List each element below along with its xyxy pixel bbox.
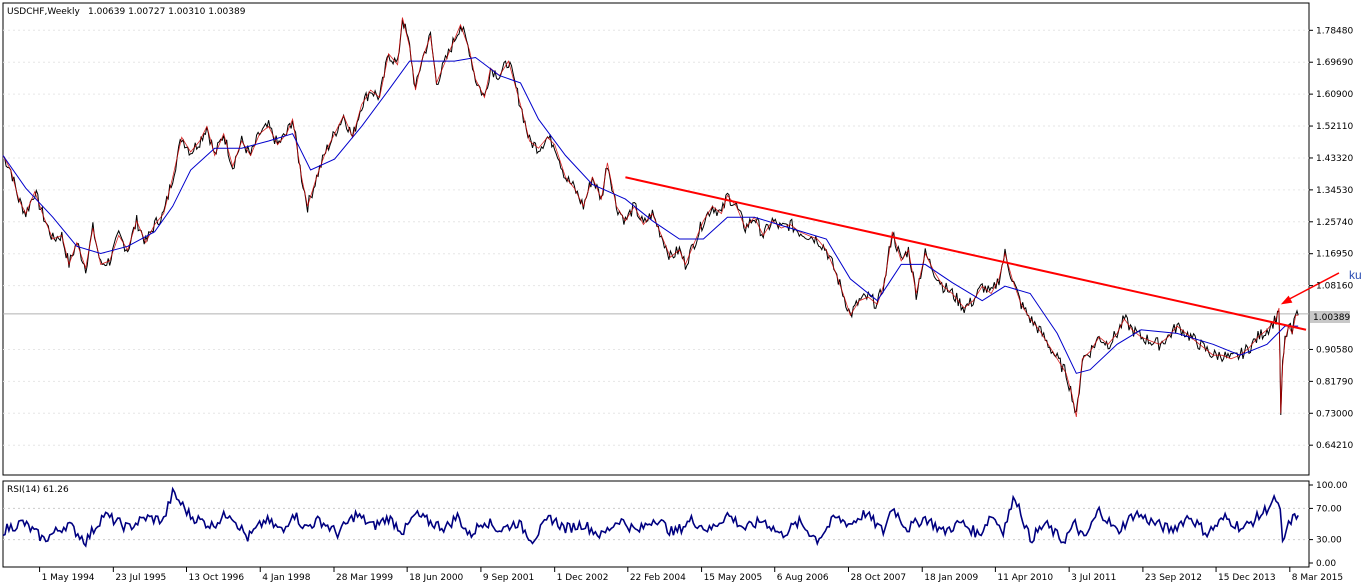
price-tick-label: 0.73000 <box>1316 409 1353 419</box>
x-tick-label: 1 May 1994 <box>42 573 95 583</box>
x-tick-label: 23 Sep 2012 <box>1145 573 1202 583</box>
price-y-axis: 1.78480 1.69690 1.60900 1.52110 1.43320 1.345… <box>1309 26 1353 451</box>
price-tick-label: 1.25740 <box>1316 218 1353 228</box>
x-tick-label: 15 Dec 2013 <box>1218 573 1276 583</box>
annotation-arrow <box>1286 272 1340 302</box>
x-axis: 1 May 1994 23 Jul 1995 13 Oct 1996 4 Jan 19… <box>39 567 1343 583</box>
current-price-tag <box>1310 311 1350 323</box>
price-tick-label: 1.34530 <box>1316 186 1353 196</box>
rsi-tick-label: 0.00 <box>1316 559 1336 569</box>
price-tick-label: 1.52110 <box>1316 122 1353 132</box>
x-tick-label: 8 Mar 2015 <box>1292 573 1343 583</box>
rsi-tick-label: 30.00 <box>1316 536 1342 546</box>
price-tick-label: 0.64210 <box>1316 441 1353 451</box>
red-trendline[interactable] <box>625 176 1307 331</box>
annotation-text: kurz vor der Aufwertung <box>1349 268 1362 282</box>
rsi-tick-label: 70.00 <box>1316 504 1342 514</box>
current-price-tag-label: 1.00389 <box>1313 313 1350 323</box>
x-tick-label: 3 Jul 2011 <box>1071 573 1116 583</box>
x-tick-label: 28 Oct 2007 <box>850 573 906 583</box>
x-tick-label: 22 Feb 2004 <box>630 573 686 583</box>
rsi-tick-label: 100.00 <box>1316 481 1348 491</box>
x-tick-label: 18 Jun 2000 <box>409 573 463 583</box>
x-tick-label: 11 Apr 2010 <box>997 573 1053 583</box>
x-tick-label: 9 Sep 2001 <box>483 573 534 583</box>
price-tick-label: 1.60900 <box>1316 90 1353 100</box>
x-tick-label: 15 May 2005 <box>704 573 763 583</box>
price-tick-label: 0.90580 <box>1316 345 1353 355</box>
price-series-highlight <box>2 17 1299 417</box>
moving-average-series <box>2 56 1299 374</box>
price-tick-label: 1.16950 <box>1316 250 1353 260</box>
price-tick-label: 1.43320 <box>1316 154 1353 164</box>
symbol-label: USDCHF,Weekly <box>7 7 80 17</box>
x-tick-label: 13 Oct 1996 <box>188 573 244 583</box>
x-tick-label: 6 Aug 2006 <box>777 573 829 583</box>
rsi-series <box>2 486 1299 548</box>
ohlc-label: 1.00639 1.00727 1.00310 1.00389 <box>88 7 246 17</box>
price-tick-label: 0.81790 <box>1316 377 1353 387</box>
x-tick-label: 4 Jan 1998 <box>262 573 310 583</box>
x-tick-label: 1 Dec 2002 <box>557 573 609 583</box>
rsi-y-axis: 100.00 70.00 30.00 0.00 <box>1309 481 1348 569</box>
x-tick-label: 18 Jan 2009 <box>924 573 978 583</box>
annotation-arrow-head <box>1280 295 1293 305</box>
x-tick-label: 23 Jul 1995 <box>115 573 166 583</box>
price-pane <box>2 2 1310 476</box>
price-tick-label: 1.08160 <box>1316 282 1353 292</box>
price-tick-label: 1.69690 <box>1316 58 1353 68</box>
rsi-label: RSI(14) 61.26 <box>7 485 69 495</box>
x-tick-label: 28 Mar 1999 <box>336 573 393 583</box>
price-tick-label: 1.78480 <box>1316 26 1353 36</box>
